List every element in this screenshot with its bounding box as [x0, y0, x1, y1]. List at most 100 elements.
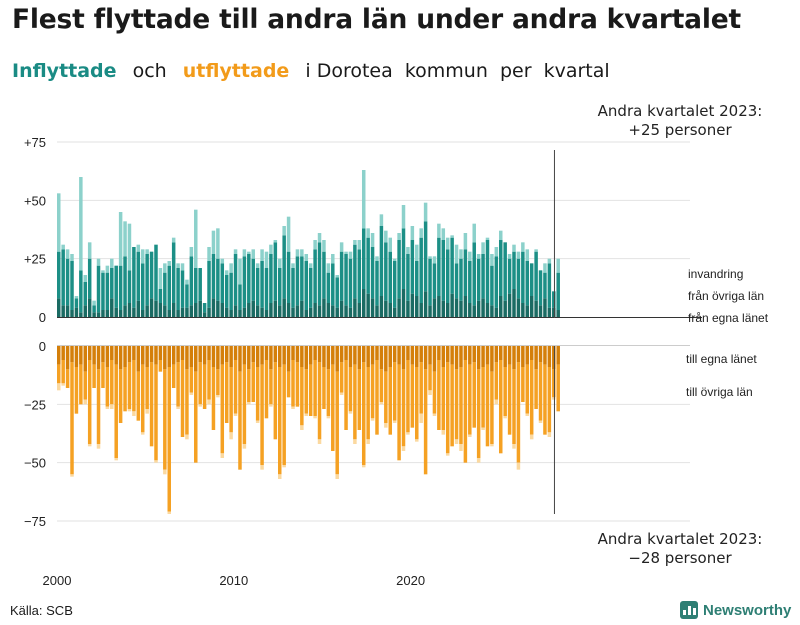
bar-segment-in: [295, 256, 300, 306]
bar-segment-in: [132, 307, 136, 317]
bar-segment-in: [87, 258, 92, 299]
bar-segment-in: [507, 293, 512, 317]
bar-segment-out: [503, 416, 507, 419]
bar-segment-out: [419, 362, 423, 414]
bar-segment-out: [114, 346, 118, 365]
bar-segment-out: [384, 371, 388, 423]
bar-segment-in: [163, 272, 167, 306]
bar-segment-in: [339, 300, 344, 317]
bar-segment-out: [304, 346, 309, 370]
bar-segment-out: [114, 458, 118, 461]
bar-segment-out: [552, 397, 556, 400]
bar-segment-in: [401, 228, 406, 289]
bar-segment-in: [149, 298, 154, 317]
bar-segment-in: [92, 312, 96, 317]
bar-segment-out: [255, 346, 260, 367]
bar-segment-in: [525, 305, 530, 317]
bar-segment-in: [220, 303, 225, 317]
bar-segment-in: [264, 268, 269, 310]
bar-segment-out: [410, 364, 415, 428]
bar-segment-out: [445, 453, 450, 456]
bar-segment-out: [57, 383, 61, 391]
bar-segment-in: [357, 249, 362, 303]
bar-segment-in: [65, 258, 70, 306]
bar-segment-out: [163, 346, 167, 370]
bar-segment-out: [432, 371, 437, 414]
bar-segment-out: [295, 362, 300, 407]
bar-segment-in: [388, 237, 392, 252]
bar-segment-out: [392, 420, 397, 423]
bar-segment-in: [406, 300, 410, 317]
bar-segment-in: [494, 256, 499, 308]
bar-segment-in: [207, 247, 211, 261]
bar-segment-in: [459, 249, 463, 259]
bar-segment-in: [348, 258, 353, 308]
bar-segment-in: [437, 296, 441, 317]
bar-segment-out: [198, 362, 202, 405]
bar-segment-out: [445, 362, 450, 454]
bar-segment-in: [300, 256, 304, 301]
bar-segment-out: [79, 364, 83, 405]
bar-segment-in: [366, 228, 370, 238]
bar-segment-in: [251, 258, 255, 301]
bar-segment-out: [282, 346, 286, 365]
bar-segment-out: [507, 346, 512, 365]
bar-segment-out: [538, 362, 543, 421]
bar-segment-out: [366, 439, 370, 444]
bar-segment-in: [269, 244, 273, 254]
bar-segment-out: [282, 364, 286, 465]
bar-segment-out: [202, 346, 207, 365]
bar-segment-in: [92, 305, 96, 313]
bar-segment-out: [468, 364, 472, 435]
bar-segment-in: [229, 310, 233, 317]
bar-segment-out: [512, 369, 516, 444]
bar-segment-out: [353, 439, 357, 444]
bar-segment-out: [313, 416, 317, 419]
bar-segment-in: [556, 310, 560, 317]
bar-segment-out: [454, 439, 459, 444]
bar-segment-in: [65, 305, 70, 317]
bar-segment-in: [481, 242, 485, 254]
bar-segment-in: [295, 249, 300, 257]
bar-segment-in: [180, 270, 185, 308]
bar-segment-in: [118, 265, 123, 310]
bar-segment-in: [171, 303, 176, 317]
bar-segment-in: [291, 263, 295, 268]
bar-segment-out: [529, 434, 534, 440]
bar-segment-in: [194, 209, 198, 268]
bar-segment-out: [384, 423, 388, 428]
bar-segment-out: [339, 392, 344, 395]
bar-segment-out: [441, 430, 446, 435]
bar-segment-out: [295, 346, 300, 363]
bar-segment-in: [534, 249, 538, 252]
bar-segment-in: [543, 263, 547, 273]
bar-segment-in: [419, 237, 423, 303]
bar-segment-out: [499, 360, 503, 454]
bar-segment-in: [269, 254, 273, 303]
bar-segment-in: [415, 261, 419, 296]
bar-segment-in: [224, 307, 229, 317]
bar-segment-out: [459, 444, 463, 451]
bar-segment-in: [158, 289, 163, 303]
bar-segment-in: [423, 221, 428, 292]
bar-segment-in: [260, 307, 264, 317]
bar-segment-out: [207, 399, 211, 405]
bar-segment-in: [176, 268, 180, 310]
bar-segment-in: [286, 251, 291, 303]
bar-segment-out: [366, 367, 370, 440]
bar-segment-out: [428, 346, 432, 365]
bar-segment-out: [278, 474, 282, 479]
bar-segment-out: [180, 346, 185, 360]
bar-segment-out: [353, 364, 357, 440]
bar-segment-out: [494, 399, 499, 405]
bar-segment-in: [202, 312, 207, 317]
bar-segment-out: [83, 371, 88, 400]
bar-segment-in: [65, 249, 70, 259]
bar-segment-in: [220, 258, 225, 264]
bar-segment-out: [384, 346, 388, 372]
bar-segment-in: [529, 263, 534, 296]
bar-segment-out: [145, 346, 149, 367]
bar-segment-out: [481, 367, 485, 428]
bar-segment-out: [357, 346, 362, 370]
x-tick-label: 2000: [43, 573, 72, 588]
